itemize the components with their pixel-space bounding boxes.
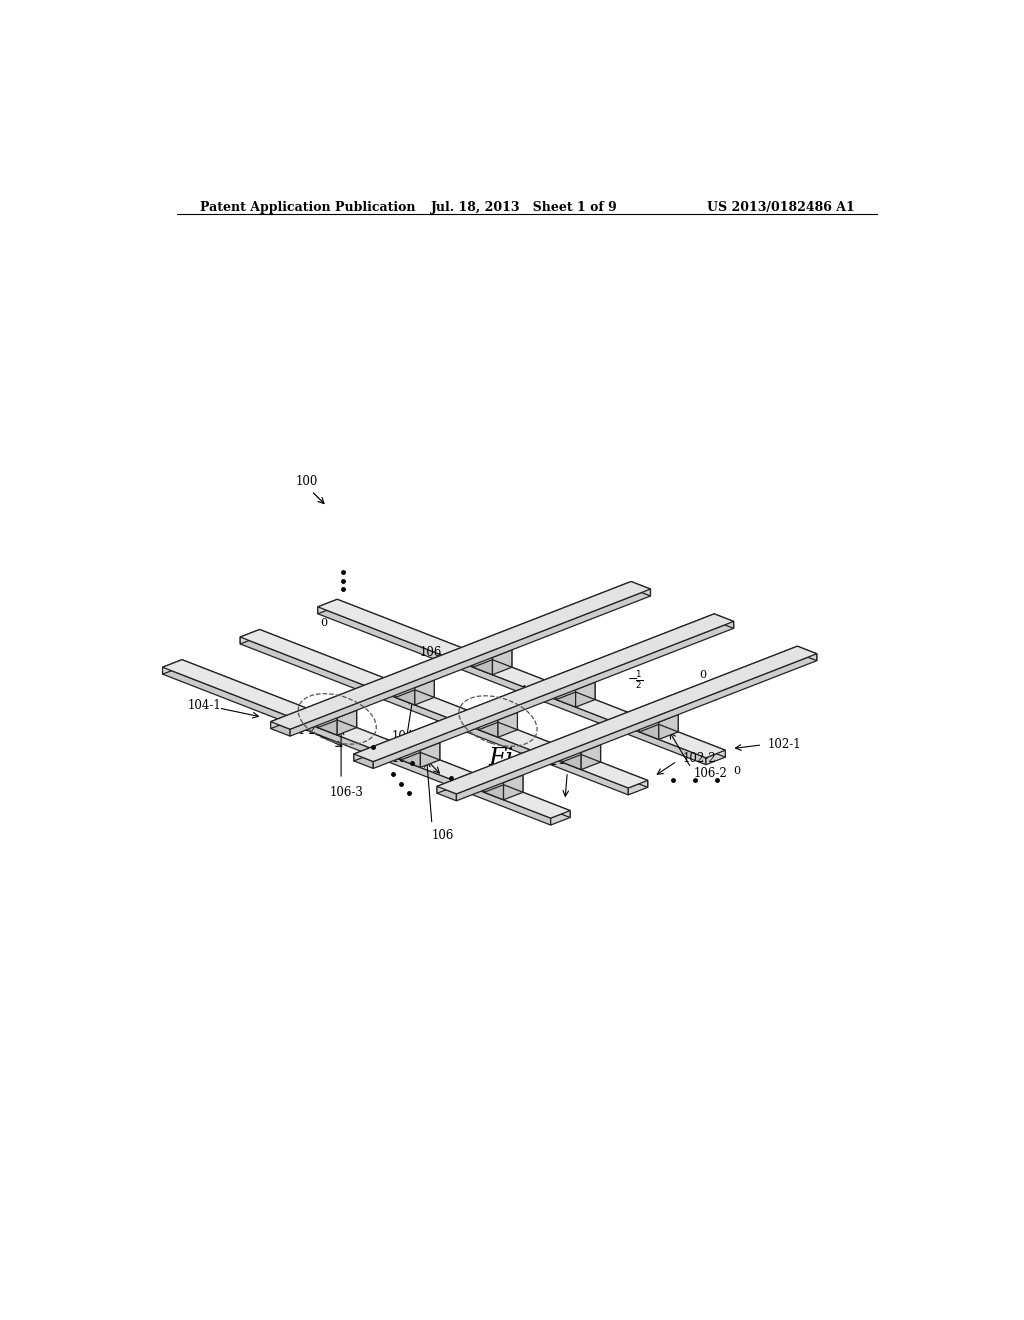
Text: US 2013/0182486 A1: US 2013/0182486 A1	[707, 201, 854, 214]
Text: 102-1: 102-1	[768, 738, 802, 751]
Polygon shape	[163, 660, 182, 675]
Polygon shape	[562, 737, 582, 762]
Text: Jul. 18, 2013   Sheet 1 of 9: Jul. 18, 2013 Sheet 1 of 9	[431, 201, 618, 214]
Polygon shape	[484, 767, 523, 783]
Polygon shape	[270, 582, 650, 729]
Polygon shape	[504, 767, 523, 792]
Polygon shape	[478, 713, 498, 738]
Polygon shape	[415, 680, 434, 705]
Polygon shape	[241, 630, 648, 788]
Polygon shape	[457, 653, 817, 801]
Polygon shape	[415, 672, 434, 697]
Polygon shape	[582, 744, 600, 770]
Polygon shape	[337, 710, 356, 735]
Polygon shape	[317, 702, 337, 727]
Polygon shape	[317, 702, 356, 718]
Polygon shape	[631, 582, 650, 597]
Text: 0: 0	[319, 618, 327, 628]
Text: 106-3: 106-3	[330, 785, 364, 799]
Polygon shape	[629, 780, 648, 795]
Text: 106-2: 106-2	[693, 767, 727, 780]
Text: 102-2: 102-2	[682, 752, 716, 766]
Text: $\frac{1}{2}$: $\frac{1}{2}$	[767, 659, 775, 681]
Polygon shape	[556, 675, 575, 700]
Polygon shape	[478, 705, 498, 730]
Polygon shape	[493, 649, 512, 675]
Polygon shape	[395, 672, 415, 697]
Polygon shape	[163, 667, 551, 825]
Text: 0: 0	[699, 669, 707, 680]
Polygon shape	[473, 643, 493, 667]
Polygon shape	[241, 638, 629, 795]
Polygon shape	[498, 705, 517, 730]
Polygon shape	[504, 775, 523, 800]
Text: 106: 106	[419, 645, 441, 659]
Polygon shape	[437, 647, 798, 793]
Polygon shape	[706, 750, 725, 764]
Polygon shape	[260, 630, 648, 787]
Polygon shape	[658, 708, 678, 731]
Polygon shape	[582, 737, 600, 762]
Polygon shape	[401, 743, 421, 767]
Polygon shape	[317, 599, 337, 614]
Polygon shape	[639, 708, 658, 731]
Polygon shape	[337, 599, 725, 758]
Polygon shape	[182, 660, 570, 817]
Polygon shape	[473, 649, 493, 675]
Polygon shape	[658, 714, 678, 739]
Polygon shape	[639, 714, 658, 739]
Polygon shape	[798, 647, 817, 661]
Text: 106: 106	[432, 829, 455, 842]
Polygon shape	[354, 614, 714, 760]
Text: Patent Application Publication: Patent Application Publication	[200, 201, 416, 214]
Polygon shape	[562, 737, 600, 752]
Polygon shape	[575, 682, 595, 708]
Polygon shape	[437, 787, 457, 801]
Text: 104-1: 104-1	[187, 700, 221, 711]
Polygon shape	[317, 710, 337, 735]
Text: 0: 0	[733, 766, 740, 776]
Polygon shape	[498, 713, 517, 738]
Polygon shape	[437, 647, 817, 793]
Polygon shape	[639, 708, 678, 722]
Polygon shape	[714, 614, 733, 628]
Polygon shape	[484, 767, 504, 792]
Polygon shape	[421, 743, 439, 767]
Text: 104-2: 104-2	[283, 723, 316, 737]
Text: 100: 100	[296, 475, 318, 488]
Polygon shape	[562, 744, 582, 770]
Text: 0: 0	[711, 693, 718, 702]
Polygon shape	[317, 599, 725, 758]
Polygon shape	[556, 675, 595, 690]
Polygon shape	[556, 682, 575, 708]
Polygon shape	[484, 775, 504, 800]
Text: 102-N: 102-N	[557, 754, 594, 767]
Polygon shape	[354, 614, 733, 762]
Polygon shape	[473, 643, 512, 657]
Text: Fig. 1: Fig. 1	[488, 747, 561, 771]
Polygon shape	[551, 810, 570, 825]
Polygon shape	[374, 622, 733, 768]
Polygon shape	[270, 722, 290, 737]
Polygon shape	[478, 705, 517, 719]
Polygon shape	[575, 675, 595, 700]
Text: $-\!\frac{1}{2}$: $-\!\frac{1}{2}$	[628, 669, 643, 692]
Text: 104-M: 104-M	[392, 730, 430, 743]
Polygon shape	[270, 582, 631, 729]
Polygon shape	[395, 672, 434, 688]
Text: 106-1: 106-1	[521, 685, 555, 698]
Polygon shape	[401, 735, 421, 760]
Polygon shape	[163, 660, 570, 818]
Text: 106: 106	[392, 751, 414, 764]
Polygon shape	[241, 630, 260, 644]
Polygon shape	[337, 702, 356, 727]
Polygon shape	[401, 735, 439, 750]
Polygon shape	[354, 754, 374, 768]
Polygon shape	[493, 643, 512, 667]
Polygon shape	[421, 735, 439, 760]
Polygon shape	[395, 680, 415, 705]
Polygon shape	[317, 607, 706, 764]
Polygon shape	[290, 589, 650, 737]
